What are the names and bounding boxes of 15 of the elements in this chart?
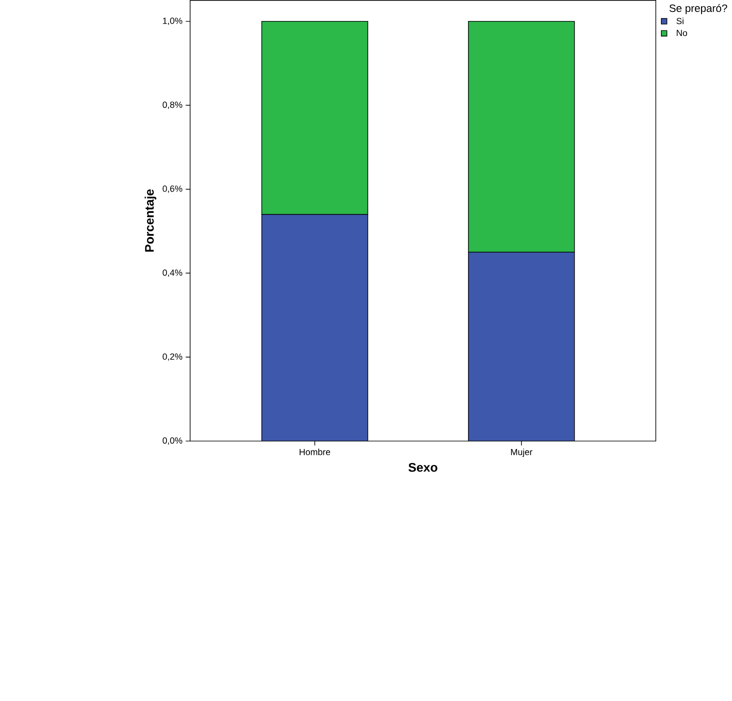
bar [261,214,368,441]
x-axis-title: Sexo [408,462,438,472]
x-tick-label: Hombre [300,448,330,456]
bar [468,252,575,441]
y-tick-label: 0,4% [162,269,182,277]
legend-title: Se preparó? [669,4,728,14]
x-tick-label: Mujer [511,448,532,457]
y-tick-label: 0,2% [162,353,182,361]
y-tick-label: 0,6% [162,185,182,193]
y-axis-title: Porcentaje [144,189,156,252]
legend-label: No [676,30,688,36]
legend-label: Si [676,18,684,24]
y-tick-label: 0,8% [162,101,182,109]
y-tick-label: 1,0% [163,18,182,25]
y-tick-label: 0,0% [162,437,182,445]
